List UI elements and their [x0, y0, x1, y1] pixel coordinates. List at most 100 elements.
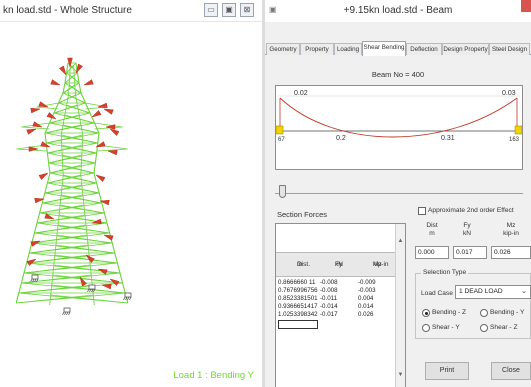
structure-viewport[interactable]: Load 1 : Bending Y [0, 23, 262, 387]
table-row[interactable]: 0.9366651417 -0.014 0.014 [276, 303, 396, 311]
moment-diagram: 0.02 0.03 0.2 0.31 67 163 [275, 85, 523, 170]
load-arrow [101, 283, 112, 290]
chevron-down-icon[interactable]: ⌄ [521, 288, 527, 295]
cell-fy: -0.008 [320, 287, 338, 294]
tower-member [94, 126, 123, 130]
beam-close-icon[interactable] [521, 0, 531, 12]
tower-member [94, 122, 123, 128]
tower-member [93, 172, 98, 184]
radio-bending-z[interactable] [422, 309, 430, 317]
tab-loading[interactable]: Loading [334, 43, 362, 55]
window-splitter[interactable] [262, 0, 265, 387]
tower-member [44, 132, 47, 144]
tower-member [28, 242, 33, 254]
section-slider-thumb[interactable] [279, 185, 286, 198]
value-mz-field[interactable]: 0.026 [491, 246, 531, 259]
load-arrow [103, 108, 114, 115]
load-arrow [38, 172, 49, 180]
tower-member [61, 194, 102, 204]
tower-member [63, 174, 97, 184]
tower-member [41, 192, 46, 204]
tower-member [93, 122, 100, 134]
radio-shear-z[interactable] [480, 324, 488, 332]
cell-dist: 0.7676996756 [278, 287, 318, 294]
print-button[interactable]: Print [425, 362, 469, 380]
load-arrow [44, 213, 55, 220]
tower-member [75, 94, 78, 106]
tower-member [65, 62, 69, 74]
tower-member [64, 114, 95, 124]
section-slider-track[interactable] [275, 193, 523, 194]
node-marker-right [514, 125, 522, 135]
approx-effect-checkbox[interactable] [418, 207, 426, 215]
radio-bending-z-label: Bending - Z [432, 309, 467, 316]
tower-member [49, 164, 82, 174]
label-bottom-left: 0.2 [336, 135, 346, 142]
table-row[interactable]: 1.0253398342 -0.017 0.026 [276, 311, 396, 319]
maximize-button[interactable]: ▣ [222, 3, 236, 17]
tower-member [56, 234, 113, 244]
tower-member [96, 142, 99, 154]
scroll-up-icon[interactable]: ▲ [397, 238, 404, 244]
tower-member [64, 74, 75, 84]
window-menu-icon[interactable]: ▣ [269, 5, 277, 14]
load-arrow [109, 128, 120, 136]
tab-shear-bending[interactable]: Shear Bending [362, 41, 406, 56]
cell-mz: 0.026 [358, 311, 374, 318]
tower-member [44, 124, 82, 134]
value-dist-field[interactable]: 0.000 [415, 246, 449, 259]
tab-deflection[interactable]: Deflection [406, 43, 442, 55]
radio-bending-y[interactable] [480, 309, 488, 317]
cell-mz: 0.014 [358, 303, 374, 310]
table-scrollbar[interactable]: ▲ ▼ [395, 224, 405, 387]
load-arrow [99, 199, 110, 206]
value-header-fy: Fy kN [462, 222, 472, 237]
tower-member [20, 272, 25, 284]
scroll-down-icon[interactable]: ▼ [397, 372, 404, 378]
tower-member [93, 162, 96, 174]
tower-member [52, 274, 123, 284]
close-button[interactable]: ⊠ [240, 3, 254, 17]
tower-member [21, 126, 50, 130]
load-arrow [46, 112, 57, 120]
tab-geometry[interactable]: Geometry [266, 43, 300, 55]
load-arrow [109, 278, 120, 286]
load-arrow [32, 121, 43, 128]
tower-member [55, 244, 115, 254]
load-case-field-label: Load Case : [421, 290, 457, 297]
cell-dist: 0.9366651417 [278, 303, 318, 310]
table-row[interactable]: 0.7676996756 -0.008 -0.003 [276, 287, 396, 295]
value-header-dist: Dist m [426, 222, 438, 237]
tab-property[interactable]: Property [300, 43, 334, 55]
tab-steel-design[interactable]: Steel Design [489, 43, 530, 55]
tower-member [76, 72, 80, 84]
table-row[interactable]: 0.8666660 11 -0.008 -0.009 [276, 279, 396, 287]
label-top-right: 0.03 [502, 90, 516, 97]
tower-member [48, 154, 82, 164]
tower-member [62, 184, 100, 194]
cell-dist: 0.8523381501 [278, 295, 318, 302]
beam-window-title: +9.15kn load.std - Beam [343, 5, 453, 16]
tab-design-property[interactable]: Design Property [442, 43, 489, 55]
tower-model[interactable] [0, 23, 262, 387]
tower-member [18, 284, 93, 294]
close-dialog-button[interactable]: Close [491, 362, 531, 380]
tower-member [106, 222, 111, 234]
load-arrow [30, 240, 41, 247]
tower-member [36, 212, 41, 224]
load-case-select[interactable]: 1 DEAD LOAD ⌄ [455, 285, 531, 299]
section-forces-table[interactable]: Dist. m Fy kN Mz kip-in 0.8666660 11 -0.008… [275, 223, 406, 387]
label-node-right: 163 [509, 137, 520, 143]
tower-member [44, 184, 82, 194]
table-header: Dist. m Fy kN Mz kip-in [276, 252, 396, 277]
tower-member [62, 84, 76, 94]
radio-shear-y[interactable] [422, 324, 430, 332]
table-row[interactable]: 0.8523381501 -0.011 0.004 [276, 295, 396, 303]
load-arrow [30, 107, 41, 114]
tower-member [66, 94, 69, 106]
col-mz: Mz kip-in [373, 261, 389, 268]
value-fy-field[interactable]: 0.017 [453, 246, 487, 259]
minimize-button[interactable]: ▭ [204, 3, 218, 17]
tower-member [39, 204, 84, 214]
table-selected-cell[interactable] [278, 320, 318, 329]
